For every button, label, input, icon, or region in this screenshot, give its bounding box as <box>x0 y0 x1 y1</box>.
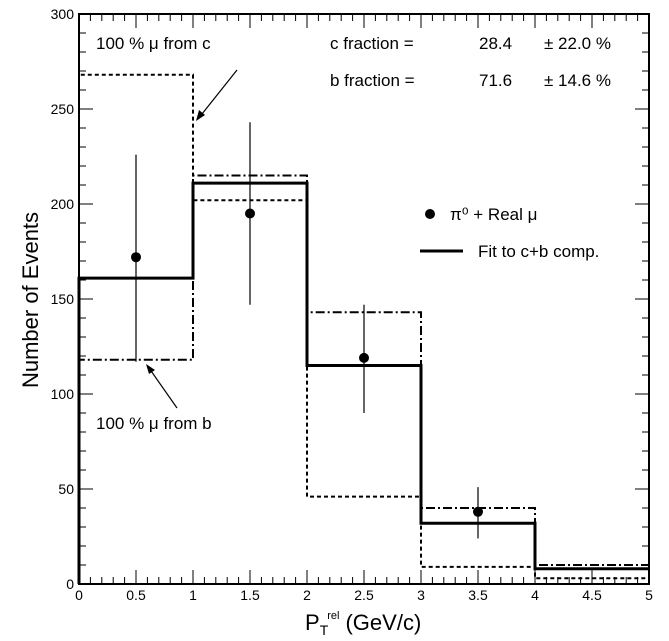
histogram-dashdot <box>78 174 649 584</box>
legend-point-marker <box>425 209 435 219</box>
c-fraction-label: c fraction = <box>330 34 414 53</box>
histogram-dotted <box>78 73 649 584</box>
mu-from-c-arrow-line <box>197 69 238 120</box>
mu-from-b-label: 100 % μ from b <box>96 414 212 433</box>
x-axis-title: PTrel (GeV/c) <box>305 610 421 638</box>
y-tick-label: 50 <box>58 481 74 497</box>
data-point <box>245 208 255 219</box>
x-axis-title-sub: T <box>320 622 329 638</box>
mu-from-b-arrow-head <box>146 364 155 374</box>
x-tick-label: 3.5 <box>468 587 488 603</box>
y-tick-label: 200 <box>51 196 75 212</box>
x-tick-label: 4 <box>531 587 539 603</box>
x-axis-title-unit: (GeV/c) <box>345 610 421 635</box>
axis-ticks <box>78 13 650 585</box>
x-axis-title-main: P <box>305 610 320 635</box>
data-point <box>131 252 141 263</box>
x-tick-label: 3 <box>417 587 425 603</box>
x-tick-label: 4.5 <box>582 587 602 603</box>
histograms <box>77 73 649 584</box>
data-point <box>473 506 483 517</box>
mu-from-b-arrow-line <box>148 367 178 409</box>
x-axis-title-sup: rel <box>327 610 339 622</box>
b-fraction-label: b fraction = <box>330 71 415 90</box>
legend-points-label: π⁰ + Real μ <box>450 205 537 224</box>
data-points <box>131 122 483 539</box>
plot-frame <box>78 13 650 585</box>
y-tick-label: 100 <box>51 386 75 402</box>
mu-from-c-arrow-head <box>196 110 205 121</box>
data-point <box>359 352 369 363</box>
y-tick-label: 300 <box>51 6 75 22</box>
y-tick-label: 150 <box>51 291 75 307</box>
x-tick-label: 0 <box>75 587 83 603</box>
mu-from-c-label: 100 % μ from c <box>96 34 211 53</box>
svg-text:PTrel(GeV/c): PTrel (GeV/c) <box>305 610 421 638</box>
c-fraction-value: 28.4 <box>479 34 512 53</box>
x-tick-label: 1.5 <box>240 587 260 603</box>
b-fraction-value: 71.6 <box>479 71 512 90</box>
x-tick-label: 5 <box>645 587 653 603</box>
x-tick-label: 2.5 <box>354 587 374 603</box>
c-fraction-error: ± 22.0 % <box>544 34 611 53</box>
legend-fit-label: Fit to c+b comp. <box>478 242 599 261</box>
y-axis-title: Number of Events <box>18 212 43 388</box>
b-fraction-error: ± 14.6 % <box>544 71 611 90</box>
x-tick-label: 2 <box>303 587 311 603</box>
y-tick-label: 0 <box>66 576 74 592</box>
y-tick-label: 250 <box>51 101 75 117</box>
x-tick-label: 1 <box>189 587 197 603</box>
x-tick-label: 0.5 <box>126 587 146 603</box>
